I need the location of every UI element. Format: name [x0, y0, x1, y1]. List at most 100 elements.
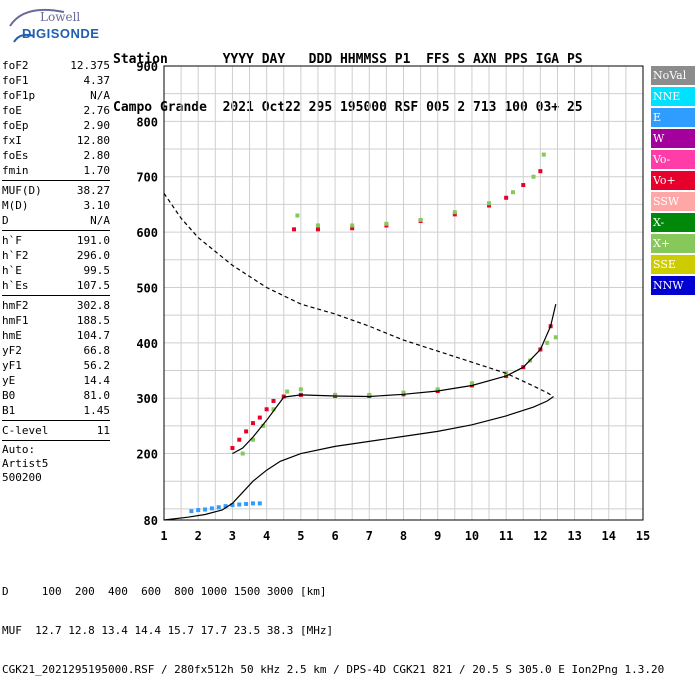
param-value: N/A [90, 214, 110, 227]
legend-item: W [651, 129, 695, 148]
x-tick-label: 2 [195, 529, 202, 543]
param-value: 188.5 [76, 314, 110, 327]
param-row: foF1p N/A [2, 88, 110, 103]
x-tick-label: 6 [331, 529, 338, 543]
param-key: foEs [2, 149, 29, 162]
param-row: yF2 66.8 [2, 343, 110, 358]
echo-point [541, 152, 546, 157]
param-value: 38.27 [76, 184, 110, 197]
legend-item: X+ [651, 234, 695, 253]
y-tick-label: 300 [136, 392, 158, 406]
legend-item: NNE [651, 87, 695, 106]
echo-point [244, 429, 249, 434]
x-tick-label: 14 [602, 529, 616, 543]
param-row: hmE 104.7 [2, 328, 110, 343]
param-key: yF2 [2, 344, 22, 357]
param-row: fmin 1.70 [2, 163, 110, 178]
echo-point [223, 504, 228, 509]
x-tick-label: 9 [434, 529, 441, 543]
header-labels-row: Station YYYY DAY DDD HHMMSS P1 FFS S AXN… [113, 52, 583, 67]
echo-point [469, 381, 474, 386]
param-row: fxI 12.80 [2, 133, 110, 148]
profile-solid-line [232, 303, 557, 455]
echo-point [298, 387, 303, 392]
legend-item: NoVal [651, 66, 695, 85]
param-row: h`F 191.0 [2, 233, 110, 248]
echo-point [292, 227, 297, 232]
chart-grid [163, 65, 644, 520]
chart-lines [163, 192, 557, 521]
echo-point [237, 502, 242, 507]
legend-item: Vo- [651, 150, 695, 169]
echo-point [350, 223, 355, 228]
y-tick-label: 900 [136, 60, 158, 74]
echo-point [350, 226, 355, 231]
echo-point [367, 392, 372, 397]
x-tick-label: 11 [499, 529, 513, 543]
echo-point [510, 190, 515, 195]
param-value: 191.0 [76, 234, 110, 247]
param-key: hmE [2, 329, 22, 342]
echo-point [257, 501, 262, 506]
param-row: foEs 2.80 [2, 148, 110, 163]
y-tick-label: 200 [136, 448, 158, 462]
echo-point [257, 415, 262, 420]
profile-solid-line [163, 396, 554, 521]
param-value: 2.80 [83, 149, 111, 162]
param-key: B0 [2, 389, 16, 402]
autoscaling-label: Auto: [2, 443, 36, 456]
x-tick-label: 13 [567, 529, 581, 543]
echo-point [435, 387, 440, 392]
param-key: B1 [2, 404, 16, 417]
x-tick-label: 1 [160, 529, 167, 543]
plot-frame [163, 65, 644, 521]
legend-item: E [651, 108, 695, 127]
param-key: D [2, 214, 9, 227]
station-header: Station YYYY DAY DDD HHMMSS P1 FFS S AXN… [113, 20, 583, 132]
param-value: 302.8 [76, 299, 110, 312]
legend-item: NNW [651, 276, 695, 295]
param-value: 4.37 [83, 74, 111, 87]
param-key: h`F [2, 234, 22, 247]
y-tick-label: 400 [136, 337, 158, 351]
param-value: 14.4 [83, 374, 111, 387]
param-divider [2, 420, 110, 421]
param-key: foF2 [2, 59, 29, 72]
param-value: 81.0 [83, 389, 111, 402]
chart-marks [189, 152, 558, 514]
x-axis-ticks: 1 2 3 4 5 6 7 8 9 10 11 12 13 14 15 [160, 529, 650, 543]
y-tick-label: 80 [144, 514, 158, 528]
param-value: 66.8 [83, 344, 111, 357]
echo-point [295, 213, 300, 218]
echo-point [521, 183, 526, 188]
param-key: MUF(D) [2, 184, 42, 197]
echo-point [538, 169, 543, 174]
param-value: 12.375 [70, 59, 110, 72]
param-row: B1 1.45 [2, 403, 110, 418]
echo-point [487, 201, 492, 206]
x-tick-label: 10 [465, 529, 479, 543]
param-key: h`E [2, 264, 22, 277]
param-key: foF1p [2, 89, 36, 102]
echo-point [315, 223, 320, 228]
logo-swoosh-icon [9, 8, 65, 43]
y-tick-label: 700 [136, 171, 158, 185]
param-row: h`F2 296.0 [2, 248, 110, 263]
param-row: D N/A [2, 213, 110, 228]
y-tick-label: 600 [136, 226, 158, 240]
y-tick-label: 500 [136, 281, 158, 295]
echo-point [264, 407, 269, 412]
echo-point [196, 508, 201, 513]
autoscaling-program: Artist5 [2, 457, 49, 470]
legend-item: SSE [651, 255, 695, 274]
param-divider [2, 295, 110, 296]
echo-point [237, 437, 242, 442]
footer: D 100 200 400 600 800 1000 1500 3000 [km… [2, 559, 664, 689]
param-divider [2, 230, 110, 231]
echo-point [261, 423, 266, 428]
param-row: MUF(D) 38.27 [2, 183, 110, 198]
echo-point [285, 389, 290, 394]
echo-point [315, 227, 320, 232]
param-key: h`F2 [2, 249, 29, 262]
echo-point [203, 507, 208, 512]
